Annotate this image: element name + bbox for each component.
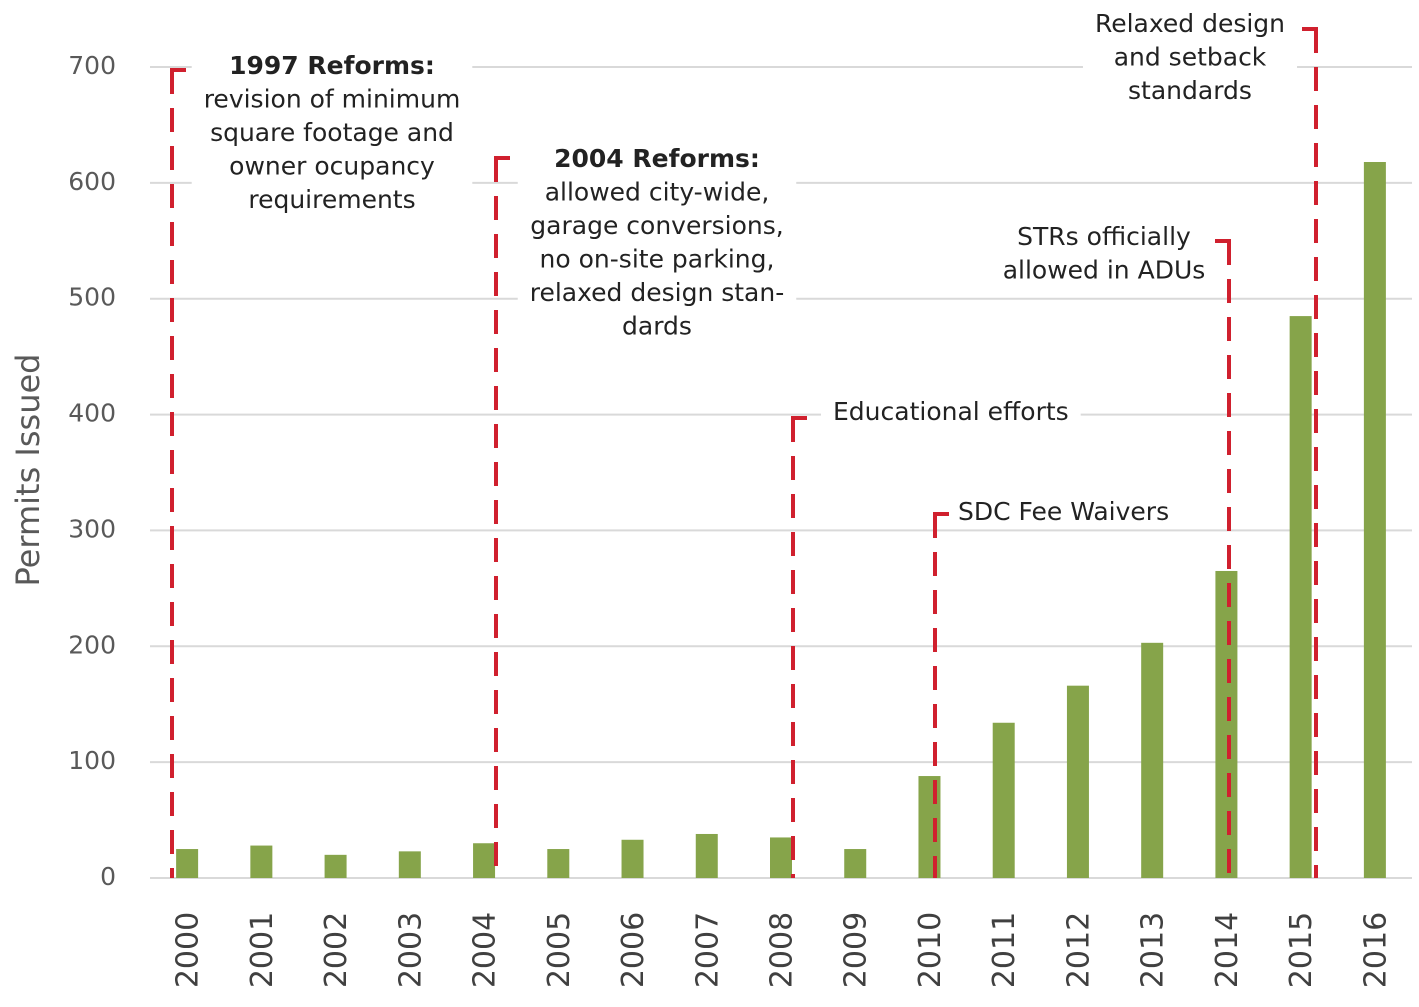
annotation-text: Educational efforts	[833, 397, 1069, 426]
annotation-bg	[946, 495, 1182, 528]
annotation-title: 1997 Reforms:	[229, 51, 435, 80]
bar	[621, 839, 644, 878]
x-tick-label: 2015	[1284, 912, 1319, 988]
annotation-line: revision of minimum	[204, 85, 461, 114]
annotation-bg	[517, 142, 797, 343]
annotation-line: SDC Fee Waivers	[958, 497, 1169, 526]
y-tick-label: 300	[68, 514, 116, 543]
bar	[918, 776, 941, 878]
annotation-line: dards	[622, 312, 692, 341]
x-tick-label: 2003	[393, 912, 428, 988]
y-axis-label: Permits Issued	[9, 354, 47, 587]
x-tick-label: 2000	[171, 912, 206, 988]
annotation: Educational efforts	[791, 395, 1081, 878]
bar	[1363, 162, 1386, 878]
x-tick-label: 2010	[913, 912, 948, 988]
y-tick-label: 600	[68, 167, 116, 196]
annotation-line: allowed city-wide,	[545, 178, 770, 207]
bar	[1289, 316, 1312, 878]
x-tick-label: 2005	[542, 912, 577, 988]
annotation-line: garage conversions,	[530, 211, 783, 240]
annotation-line: owner ocupancy	[229, 152, 435, 181]
bar	[770, 837, 792, 878]
annotation-line: requirements	[248, 185, 415, 214]
x-tick-label: 2008	[765, 912, 800, 988]
annotation-line: and setback	[1114, 43, 1267, 72]
annotation: 2004 Reforms: allowed city-wide, garage co…	[494, 142, 797, 878]
y-tick-label: 700	[68, 51, 116, 80]
annotation-line: STRs officially	[1017, 222, 1191, 251]
x-tick-label: 2007	[690, 912, 725, 988]
x-tick-label: 2006	[616, 912, 651, 988]
x-tick-label: 2004	[468, 912, 503, 988]
annotation: 1997 Reforms: revision of minimum square f…	[170, 49, 473, 878]
bar	[1141, 642, 1164, 878]
annotation-text: Relaxed design and setback standards	[1095, 9, 1285, 105]
annotation: STRs officially allowed in ADUs	[990, 220, 1231, 878]
annotation-bg	[990, 220, 1218, 287]
y-tick-label: 0	[100, 862, 116, 891]
bar	[844, 849, 867, 878]
annotation-text: 2004 Reforms: allowed city-wide, garage co…	[530, 144, 785, 341]
annotation: Relaxed design and setback standards	[1082, 7, 1318, 878]
x-tick-label: 2016	[1358, 912, 1393, 988]
y-tick-label: 200	[68, 630, 116, 659]
bar	[695, 833, 718, 878]
x-tick-label: 2014	[1210, 912, 1245, 988]
x-tick-label: 2011	[987, 912, 1022, 988]
bar	[547, 849, 570, 878]
x-tick-label: 2002	[319, 912, 354, 988]
annotation: SDC Fee Waivers	[933, 495, 1182, 878]
x-tick-label: 2012	[1061, 912, 1096, 988]
y-tick-label: 100	[68, 746, 116, 775]
annotation-line: no on-site parking,	[540, 245, 775, 274]
bar	[324, 854, 347, 878]
bar	[473, 843, 496, 878]
bar	[176, 849, 199, 878]
x-tick-label: 2013	[1136, 912, 1171, 988]
annotation-title: 2004 Reforms:	[554, 144, 760, 173]
bar	[992, 722, 1015, 878]
x-tick-label: 2001	[245, 912, 280, 988]
annotation-text: 1997 Reforms: revision of minimum square f…	[204, 51, 461, 214]
annotation-text: SDC Fee Waivers	[958, 497, 1169, 526]
x-tick-label: 2009	[839, 912, 874, 988]
annotation-line: Educational efforts	[833, 397, 1069, 426]
y-tick-label: 400	[68, 399, 116, 428]
annotation-bg	[191, 49, 473, 216]
bar	[1066, 685, 1089, 878]
annotation-line: allowed in ADUs	[1003, 256, 1206, 285]
annotation-text: STRs officially allowed in ADUs	[1003, 222, 1206, 285]
y-tick-label: 500	[68, 283, 116, 312]
annotation-line: Relaxed design	[1095, 9, 1285, 38]
annotation-line: square footage and	[210, 118, 454, 147]
annotation-line: standards	[1128, 76, 1252, 105]
annotation-bg	[1082, 7, 1298, 107]
bar	[1215, 570, 1238, 878]
annotation-bg	[821, 395, 1081, 428]
bar	[398, 851, 421, 878]
bar	[250, 845, 273, 878]
annotation-line: relaxed design stan-	[530, 278, 785, 307]
